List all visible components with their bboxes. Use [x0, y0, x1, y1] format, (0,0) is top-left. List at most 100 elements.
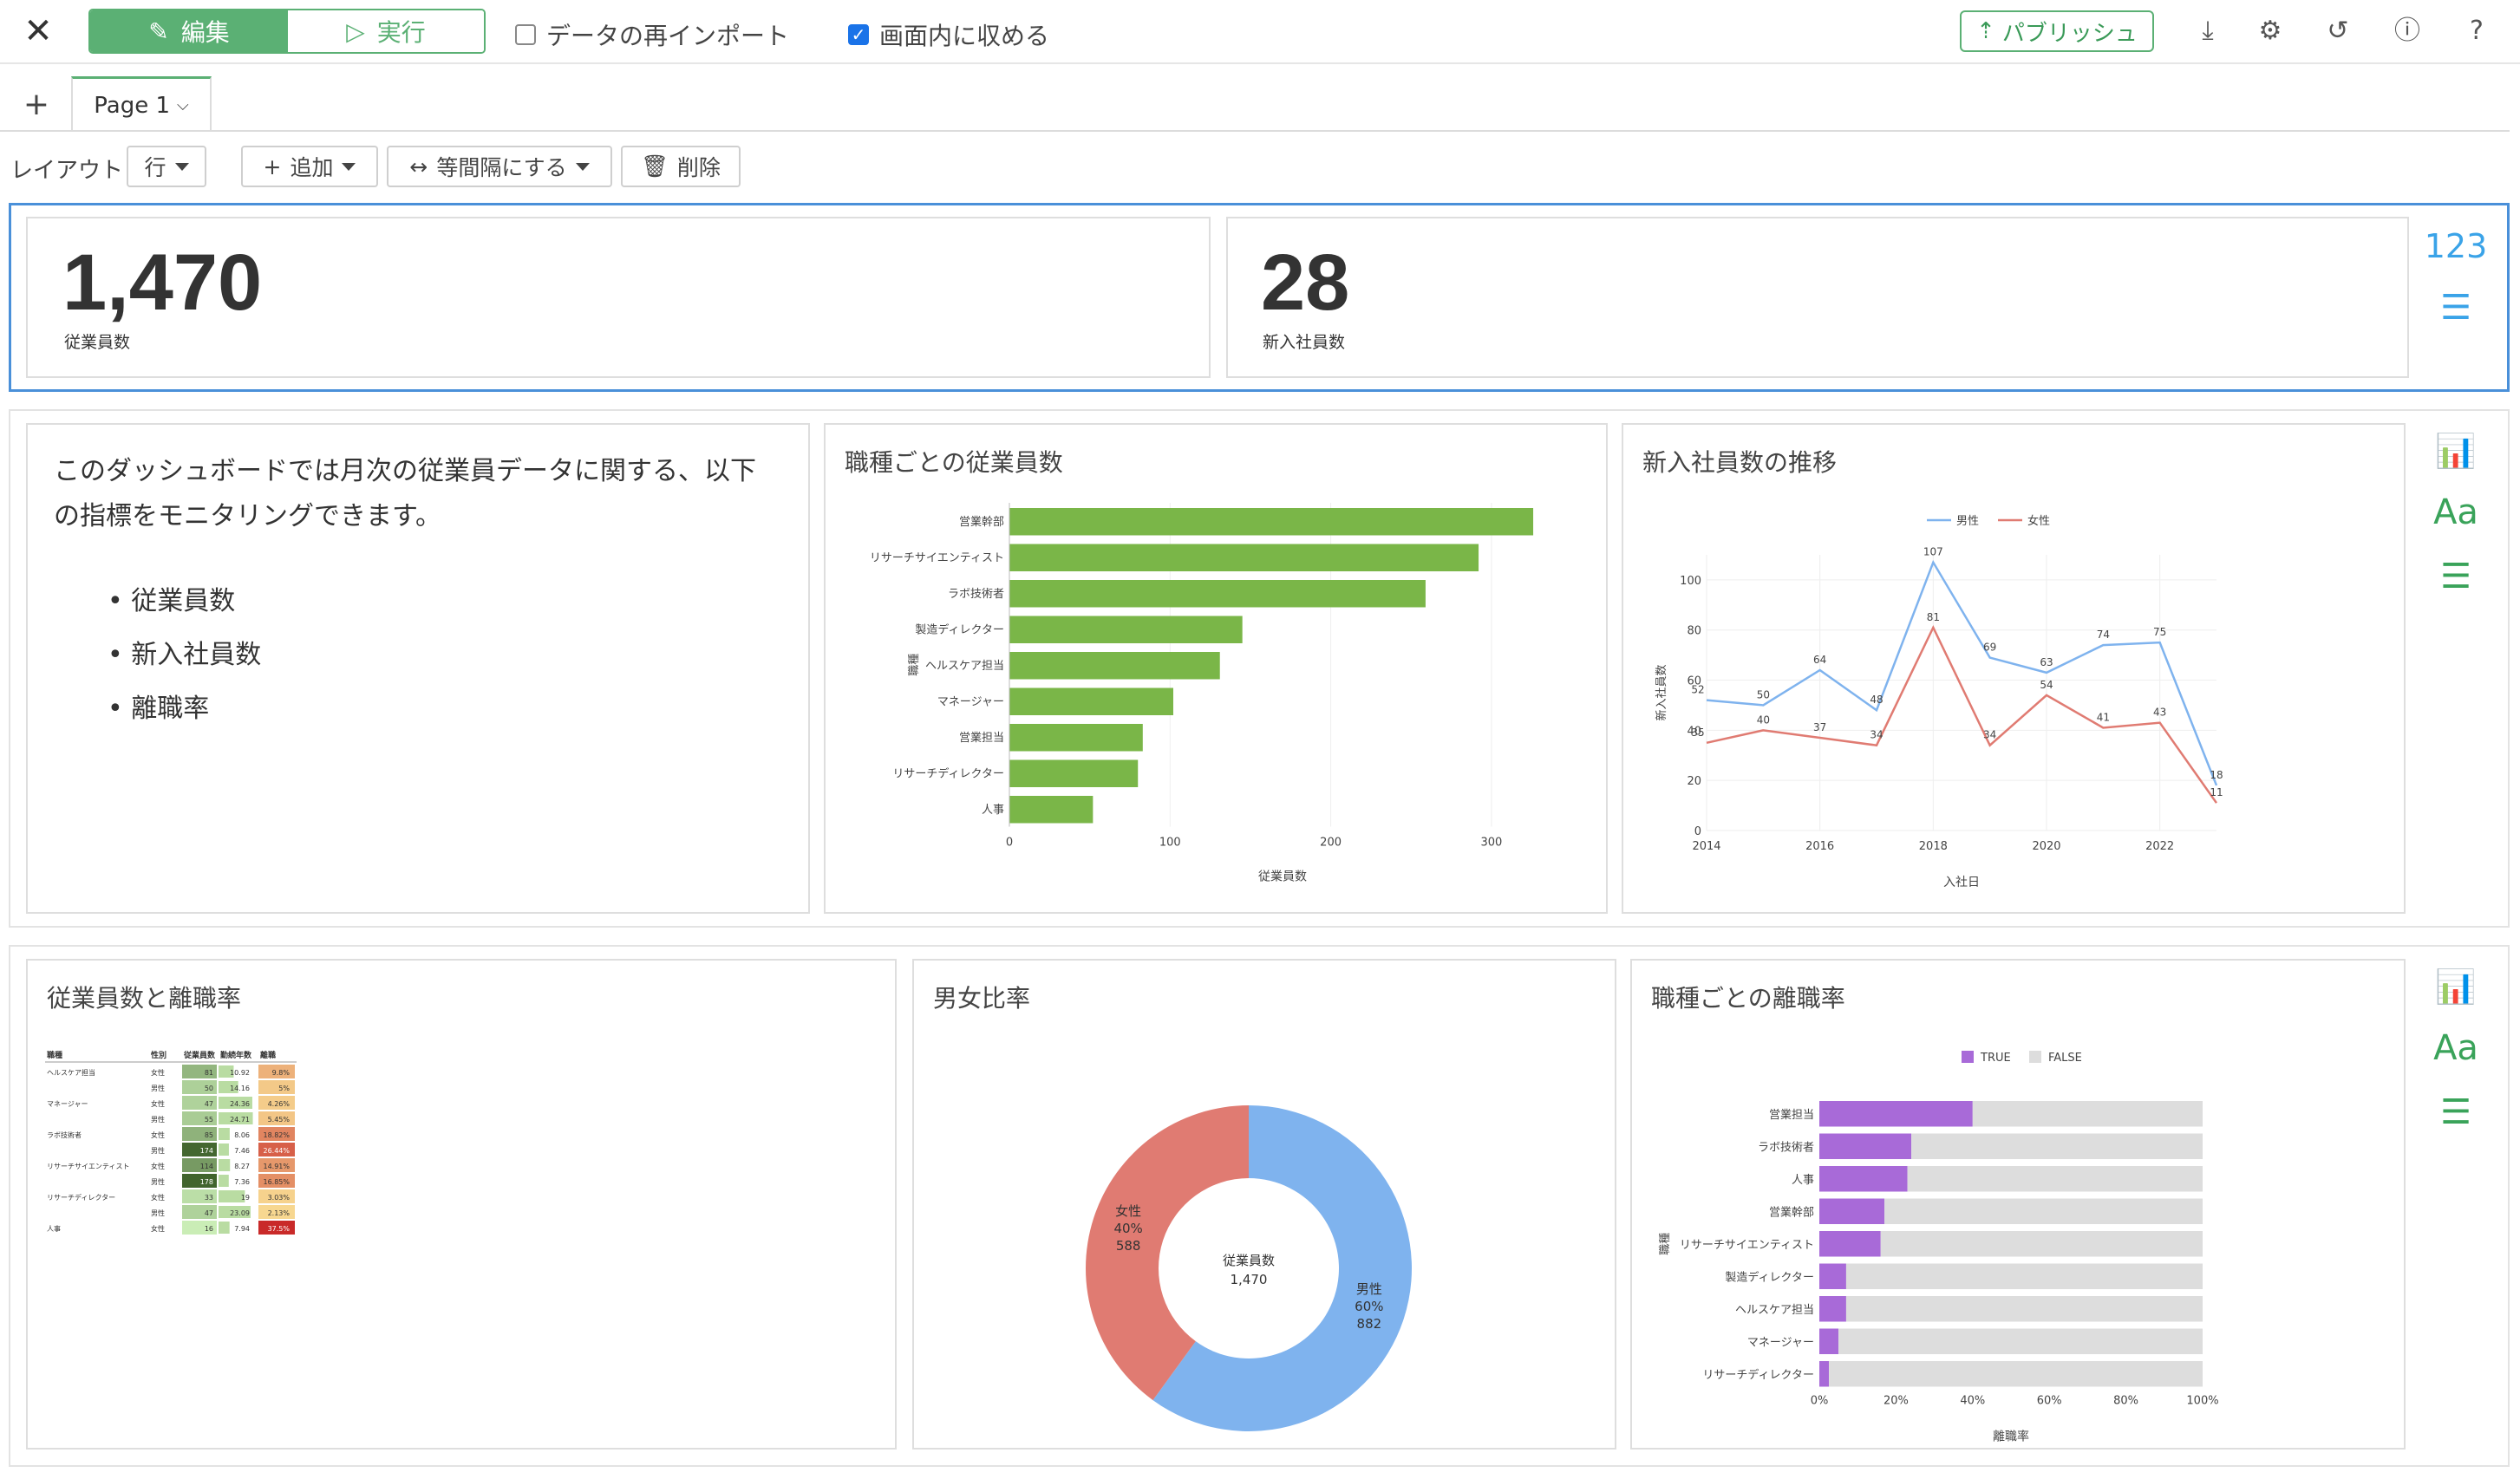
bar-chart-icon[interactable]: 📊 [2435, 432, 2477, 470]
table-cell: 18.82% [263, 1131, 290, 1139]
edit-mode-button[interactable]: ✎ 編集 [90, 10, 288, 52]
y-tick-label: 80 [1687, 625, 1701, 638]
bar-segment [1829, 1361, 2203, 1387]
table-cell-bg [258, 1205, 295, 1219]
table-cell-bg [182, 1143, 217, 1156]
kpi-card-new-hires[interactable]: 28 新入社員数 [1226, 217, 2409, 378]
info-icon[interactable]: ⓘ [2394, 16, 2420, 46]
table-cell-bg [182, 1080, 217, 1094]
table-cell: 24.36 [230, 1100, 250, 1108]
table-cell: 16 [205, 1225, 213, 1233]
y-axis-label: 職種 [907, 654, 921, 676]
number-widget-icon[interactable]: 123 [2424, 227, 2488, 265]
table-cell: リサーチサイエンティスト [47, 1163, 129, 1170]
table-cell: 114 [200, 1163, 213, 1170]
mode-toggle: ✎ 編集 ▷ 実行 [88, 9, 486, 54]
equal-spacing-label: 等間隔にする [436, 155, 567, 180]
table-header: 勤続年数 [220, 1050, 252, 1060]
add-page-button[interactable]: + [23, 87, 50, 122]
checkbox-checked[interactable]: ✓ [848, 24, 869, 45]
chart-title: 職種ごとの従業員数 [845, 448, 1063, 477]
fit-screen-checkbox[interactable]: ✓ 画面内に収める [848, 17, 1049, 52]
table-card-employees-turnover[interactable]: 従業員数と離職率 職種 性別 従業員数 勤続年数 離職 ヘルスケア担当 女性 81 10.92 9… [26, 959, 897, 1450]
stacked-bar-turnover: 営業担当ラボ技術者人事営業幹部リサーチサイエンティスト製造ディレクターヘルスケア… [1658, 1051, 2219, 1444]
data-label: 40 [1757, 713, 1770, 726]
table-cell: 女性 [151, 1099, 165, 1108]
history-icon[interactable]: ↺ [2327, 16, 2349, 46]
bar [1009, 580, 1426, 608]
table-cell: ラボ技術者 [47, 1130, 82, 1139]
data-label: 50 [1757, 688, 1770, 700]
reimport-checkbox[interactable]: データの再インポート [515, 17, 789, 52]
run-mode-button[interactable]: ▷ 実行 [288, 10, 484, 52]
text-widget-icon[interactable]: Aa [2433, 1028, 2478, 1068]
layout-select[interactable]: 行 [127, 146, 206, 187]
bar-segment [1819, 1328, 1839, 1354]
chart-card-gender-ratio[interactable]: 男女比率 男性 60% 882 女性 40% 588 従業員数 1,470 [912, 959, 1616, 1450]
chart-card-new-hire-trend[interactable]: 新入社員数の推移 0 20 40 60 80 100 2014 2016 2018 2020 202… [1622, 423, 2406, 914]
menu-icon[interactable]: ☰ [2440, 1092, 2471, 1132]
horizontal-arrows-icon: ↔ [409, 153, 428, 179]
chart-title: 従業員数と離職率 [47, 984, 242, 1013]
table-cell: 男性 [151, 1177, 165, 1186]
help-icon[interactable]: ? [2470, 16, 2484, 46]
donut-chart-gender: 男性 60% 882 女性 40% 588 従業員数 1,470 [1086, 1105, 1412, 1431]
description-card[interactable]: このダッシュボードでは月次の従業員データに関する、以下の指標をモニタリングできま… [26, 423, 810, 914]
table-cell: 55 [205, 1116, 213, 1124]
table-cell: 174 [200, 1147, 213, 1155]
chart-card-turnover-by-role[interactable]: 職種ごとの離職率 営業担当 ラボ技術者 人事 営業幹部 リサーチサイエンティスト 製造ディ… [1630, 959, 2406, 1450]
legend-swatch [2029, 1051, 2041, 1063]
table-cell: 33 [205, 1194, 213, 1202]
bar-segment [1819, 1101, 1973, 1127]
close-icon[interactable]: ✕ [23, 11, 53, 51]
layout-value: 行 [144, 155, 166, 180]
run-mode-label: 実行 [376, 18, 426, 47]
table-bar [219, 1097, 252, 1109]
bar-segment [1884, 1198, 2203, 1224]
x-tick-label: 300 [1480, 837, 1502, 850]
data-label: 64 [1813, 654, 1826, 666]
table-cell-bg [182, 1174, 217, 1188]
table-cell: 16.85% [263, 1178, 290, 1186]
bar-chart-icon[interactable]: 📊 [2435, 968, 2477, 1006]
bar-segment [1838, 1328, 2203, 1354]
menu-icon[interactable]: ☰ [2440, 288, 2471, 328]
table-cell-bg [258, 1158, 295, 1172]
bar [1009, 508, 1534, 536]
data-label: 35 [1691, 726, 1704, 739]
legend-label: 男性 [1956, 515, 1979, 528]
list-item: • 新入社員数 [108, 640, 262, 670]
bar [1009, 544, 1479, 571]
slice-label: 女性 [1115, 1203, 1141, 1219]
table-cell-bg [258, 1143, 295, 1156]
chart-title: 新入社員数の推移 [1642, 448, 1838, 477]
y-tick-label: 製造ディレクター [1725, 1270, 1814, 1284]
download-icon[interactable]: ⤓ [2202, 16, 2214, 46]
y-tick-label: 営業幹部 [959, 515, 1004, 529]
gear-icon[interactable]: ⚙ [2258, 16, 2282, 46]
y-tick-label: 製造ディレクター [915, 622, 1004, 636]
table-bar [219, 1065, 234, 1078]
add-button[interactable]: + 追加 [241, 146, 378, 187]
chart-card-employees-by-role[interactable]: 職種ごとの従業員数 0 100 200 300 営業幹部 リサーチサイエンティスト ラボ技術… [824, 423, 1608, 914]
y-tick-label: ラボ技術者 [948, 588, 1004, 601]
table-cell: 14.91% [263, 1163, 290, 1170]
table-cell: 女性 [151, 1193, 165, 1202]
y-axis-label: 職種 [1658, 1233, 1672, 1255]
bar-segment [1911, 1133, 2203, 1159]
text-widget-icon[interactable]: Aa [2433, 492, 2478, 532]
table-bar [219, 1175, 229, 1187]
checkbox-unchecked[interactable] [515, 24, 536, 45]
y-tick-label: ヘルスケア担当 [925, 660, 1004, 673]
table-cell: ヘルスケア担当 [47, 1068, 95, 1077]
data-label: 37 [1813, 721, 1826, 733]
equal-spacing-button[interactable]: ↔ 等間隔にする [387, 146, 612, 187]
menu-icon[interactable]: ☰ [2440, 557, 2471, 596]
publish-button[interactable]: ⇡ パブリッシュ [1960, 10, 2154, 52]
tab-page-1[interactable]: Page 1 ⌵ [71, 76, 212, 132]
upload-icon: ⇡ [1976, 18, 1995, 44]
delete-button[interactable]: 🗑 削除 [621, 146, 741, 187]
table-cell: 24.71 [230, 1116, 250, 1124]
kpi-card-employees[interactable]: 1,470 従業員数 [26, 217, 1211, 378]
table-cell-bg [258, 1221, 295, 1235]
